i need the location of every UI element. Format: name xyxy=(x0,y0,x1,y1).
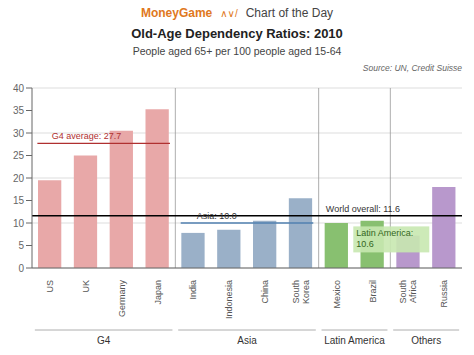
svg-text:Latin America: Latin America xyxy=(324,335,385,346)
svg-text:G4 average: 27.7: G4 average: 27.7 xyxy=(52,131,122,141)
svg-text:UK: UK xyxy=(81,280,91,293)
html-text:MoneyGame: MoneyGame xyxy=(140,6,213,20)
svg-text:Russia: Russia xyxy=(439,280,449,308)
svg-text:Germany: Germany xyxy=(117,280,127,318)
svg-text:Japan: Japan xyxy=(153,280,163,305)
svg-text:20: 20 xyxy=(13,173,25,184)
svg-text:15: 15 xyxy=(13,195,25,206)
svg-text:10: 10 xyxy=(13,218,25,229)
svg-text:Others: Others xyxy=(411,335,441,346)
svg-text:SouthKorea: SouthKorea xyxy=(291,280,311,304)
svg-text:World overall: 11.6: World overall: 11.6 xyxy=(326,204,400,214)
svg-text:Asia: 10.0: Asia: 10.0 xyxy=(197,211,237,221)
svg-text:Brazil: Brazil xyxy=(368,280,378,303)
svg-text:Mexico: Mexico xyxy=(332,280,342,309)
svg-text:Latin America:10.6: Latin America:10.6 xyxy=(356,228,413,249)
svg-text:5: 5 xyxy=(18,240,24,251)
svg-text:China: China xyxy=(260,280,270,304)
html-text:Chart of the Day: Chart of the Day xyxy=(245,6,334,20)
svg-text:25: 25 xyxy=(13,150,25,161)
svg-text:40: 40 xyxy=(13,83,25,94)
html-text:Old-Age Dependency Ratios: 201: Old-Age Dependency Ratios: 2010 xyxy=(131,26,343,41)
svg-text:US: US xyxy=(45,280,55,293)
svg-text:35: 35 xyxy=(13,105,25,116)
html-text:Source: UN, Credit Suisse: Source: UN, Credit Suisse xyxy=(362,63,462,73)
svg-text:Indonesia: Indonesia xyxy=(224,280,234,319)
svg-text:Asia: Asia xyxy=(237,335,257,346)
svg-text:G4: G4 xyxy=(97,335,111,346)
svg-text:SouthAfrica: SouthAfrica xyxy=(398,280,418,304)
svg-text:0: 0 xyxy=(18,263,24,274)
html-text:People aged 65+ per 100 people: People aged 65+ per 100 people aged 15-6… xyxy=(132,45,342,57)
svg-text:30: 30 xyxy=(13,128,25,139)
svg-text:India: India xyxy=(188,280,198,300)
